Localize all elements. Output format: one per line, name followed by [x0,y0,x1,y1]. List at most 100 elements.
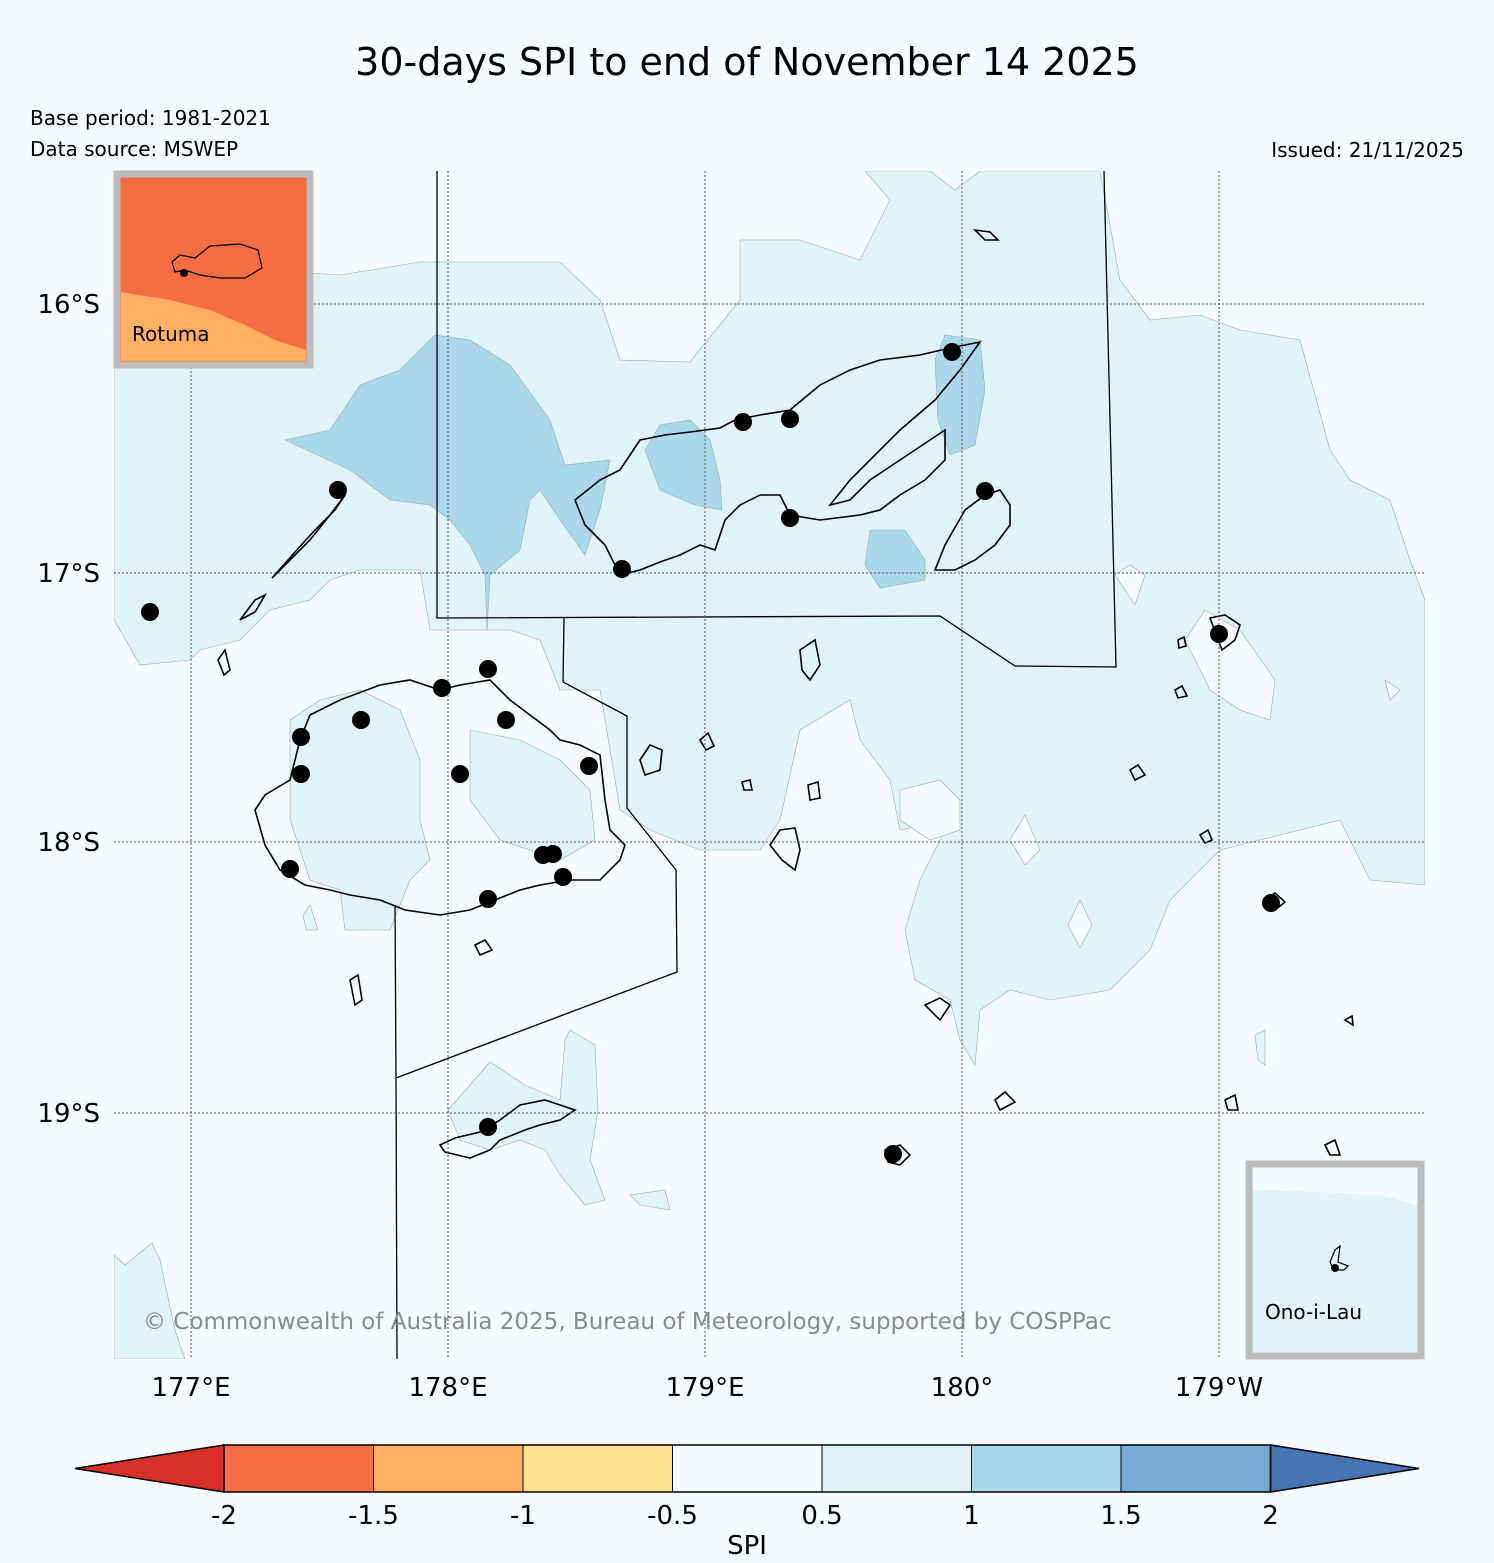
station[interactable] [884,1145,902,1163]
coastline-gau [639,744,663,777]
station[interactable] [976,482,994,500]
lat-label: 17°S [37,559,100,589]
coastline-wakaya [741,779,753,791]
spi-zone-1-1.5-west [284,334,611,631]
station[interactable] [329,481,347,499]
base-period: Base period: 1981-2021 [30,106,271,130]
spi-zone-1-1.5-central [644,419,723,511]
lon-label: 180° [931,1373,994,1403]
boundary-northern [436,171,1117,668]
copyright-notice: © Commonwealth of Australia 2025, Bureau… [143,1309,1112,1335]
spi-zone-0.5-1-vitilevu [289,689,431,931]
colorbar-segment [1121,1445,1271,1492]
coastline-matuku [923,997,952,1022]
stations [141,343,1280,1163]
colorbar-segment [373,1445,523,1492]
colorbar-border [223,1444,1272,1493]
division-boundaries [394,171,1117,1359]
station[interactable] [479,890,497,908]
ono-i-lau-inset[interactable]: Ono-i-Lau [1245,1160,1425,1360]
station[interactable] [544,845,562,863]
issued-date: Issued: 21/11/2025 [1271,138,1464,162]
colorbar-segment [224,1445,374,1492]
coastline-beqa [473,938,494,957]
colorbar-tick-label: 1 [963,1501,980,1531]
spi-zone-0.5-1-sw-corner [114,1242,186,1359]
station[interactable] [781,410,799,428]
station[interactable] [734,413,752,431]
station[interactable] [451,765,469,783]
colorbar-extend-high [1269,1444,1420,1493]
spi-zone-0.5-1-vitilevu-east [469,729,596,861]
station[interactable] [1331,1264,1339,1272]
station[interactable] [292,728,310,746]
boundary-western [395,617,678,1359]
spi-zone-normal-east-3 [1009,814,1041,866]
spi-zone-0.5-1-east-small [1254,1029,1266,1066]
spi-zone-rotuma-dry [121,292,306,361]
station[interactable] [781,509,799,527]
coastline-taveuni [933,489,1011,571]
colorbar-extend-low [74,1444,225,1493]
station[interactable] [479,1118,497,1136]
spi-fields [114,171,1425,1359]
coastline-cikobia [972,228,1000,241]
colorbar-tick-label: -1 [510,1501,536,1531]
coastline-viti-levu [254,679,626,916]
spi-zone-0.5-1-kadavu [447,1029,606,1206]
station[interactable] [433,679,451,697]
station[interactable] [613,560,631,578]
station[interactable] [141,603,159,621]
station[interactable] [352,711,370,729]
station[interactable] [479,660,497,678]
lon-label: 179°E [665,1373,744,1403]
latitude-labels: 16°S 17°S 18°S 19°S [37,290,100,1129]
station[interactable] [180,269,188,277]
colorbar: -2 -1.5 -1 -0.5 0.5 1 1.5 2 SPI [74,1444,1420,1561]
map-title: 30-days SPI to end of November 14 2025 [355,40,1139,84]
rotuma-label: Rotuma [132,322,210,346]
colorbar-segment [523,1445,673,1492]
colorbar-segment [672,1445,822,1492]
colorbar-tick-label: -1.5 [348,1501,399,1531]
coastline-cicia [1174,684,1189,699]
gridlines [114,171,1425,1359]
colorbar-tick-label: 2 [1262,1501,1279,1531]
coastline-fulaga [1323,1138,1342,1156]
ono-i-lau-label: Ono-i-Lau [1265,1300,1362,1324]
station[interactable] [1262,894,1280,912]
station[interactable] [554,868,572,886]
spi-zone-normal-east [1184,609,1276,721]
coastline-vanua-balavu [1208,614,1241,652]
coastline-nairai [807,780,821,801]
station[interactable] [281,860,299,878]
station[interactable] [943,343,961,361]
coastline-lomaiviti [799,638,821,682]
coastline-moala [993,1090,1017,1112]
spi-zone-1-1.5-vanua [934,334,986,456]
spi-zone-normal-north [1114,564,1146,606]
colorbar-segment [822,1445,972,1492]
colorbar-tick-label: -2 [211,1501,237,1531]
station[interactable] [1210,625,1228,643]
colorbar-tick-label: 0.5 [801,1501,842,1531]
lat-label: 18°S [37,828,100,858]
coastline-vanuavatu [1343,1014,1354,1027]
station[interactable] [580,757,598,775]
coastline-mamanuca [239,593,268,621]
rotuma-inset[interactable]: Rotuma [113,170,314,369]
coastline-koro [769,827,801,872]
spi-zone-0.5-1-south [629,1189,671,1211]
station[interactable] [497,711,515,729]
spi-zone-normal-east-2 [899,779,961,841]
coastline-lakeba [1128,763,1147,782]
lon-label: 178°E [408,1373,487,1403]
coastline-kia [1198,828,1214,845]
coastline-naitauba [1177,635,1187,650]
station[interactable] [292,765,310,783]
data-source: Data source: MSWEP [30,137,239,161]
lon-label: 177°E [151,1373,230,1403]
coastline-vatulele [349,973,363,1007]
colorbar-tick-label: 1.5 [1100,1501,1141,1531]
